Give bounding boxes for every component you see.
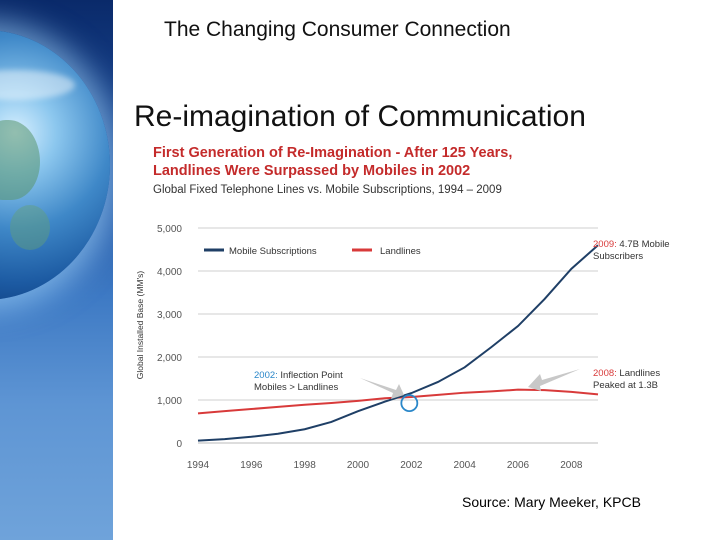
- x-tick-label: 1994: [187, 460, 210, 471]
- legend-label-landlines: Landlines: [380, 246, 421, 257]
- chart-title-line1: First Generation of Re-Imagination - Aft…: [153, 145, 513, 161]
- chart-subtitle: Global Fixed Telephone Lines vs. Mobile …: [153, 184, 502, 196]
- inflection-point-marker: [400, 394, 419, 413]
- annotation-mobile-end-year: 2009:: [593, 239, 617, 250]
- source-note: Source: Mary Meeker, KPCB: [462, 494, 641, 510]
- y-tick-label: 1,000: [157, 396, 182, 407]
- annotation-landline-peak-year: 2008:: [593, 368, 617, 379]
- slide-title: The Changing Consumer Connection: [164, 18, 511, 41]
- x-tick-label: 2000: [347, 460, 370, 471]
- y-axis-label: Global Installed Base (MM's): [135, 271, 145, 380]
- x-tick-label: 1996: [240, 460, 263, 471]
- annotation-inflection-text: Inflection Point: [278, 370, 343, 381]
- series-line-mobile: [197, 244, 599, 442]
- legend-label-mobile: Mobile Subscriptions: [229, 246, 317, 257]
- x-tick-label: 1998: [294, 460, 317, 471]
- y-tick-label: 3,000: [157, 310, 182, 321]
- annotation-landline-peak-text: Landlines: [617, 368, 661, 379]
- x-tick-label: 2002: [400, 460, 423, 471]
- y-tick-label: 2,000: [157, 353, 182, 364]
- x-tick-label: 2004: [454, 460, 477, 471]
- annotation-arrow-inflection: [360, 378, 404, 399]
- annotation-mobile-end-text: 4.7B Mobile: [617, 239, 670, 250]
- annotation-arrow-landline-peak: [528, 369, 580, 391]
- y-tick-label: 0: [176, 439, 182, 450]
- annotation-mobile-end-line1: 2009: 4.7B Mobile: [593, 239, 670, 250]
- annotation-inflection-line1: 2002: Inflection Point: [254, 370, 343, 381]
- chart-title: First Generation of Re-Imagination - Aft…: [153, 144, 512, 180]
- x-tick-label: 2008: [560, 460, 583, 471]
- globe-land: [10, 205, 50, 250]
- annotation-landline-peak-line1: 2008: Landlines: [593, 368, 660, 379]
- annotation-inflection-line2: Mobiles > Landlines: [254, 382, 338, 393]
- x-tick-label: 2006: [507, 460, 530, 471]
- annotation-landline-peak-line2: Peaked at 1.3B: [593, 380, 658, 391]
- chart-title-line2: Landlines Were Surpassed by Mobiles in 2…: [153, 163, 471, 179]
- y-tick-label: 5,000: [157, 224, 182, 235]
- sidebar-globe-panel: [0, 0, 113, 540]
- annotation-inflection-year: 2002:: [254, 370, 278, 381]
- annotation-mobile-end-line2: Subscribers: [593, 251, 643, 262]
- y-tick-label: 4,000: [157, 267, 182, 278]
- slide-subtitle: Re-imagination of Communication: [134, 100, 586, 133]
